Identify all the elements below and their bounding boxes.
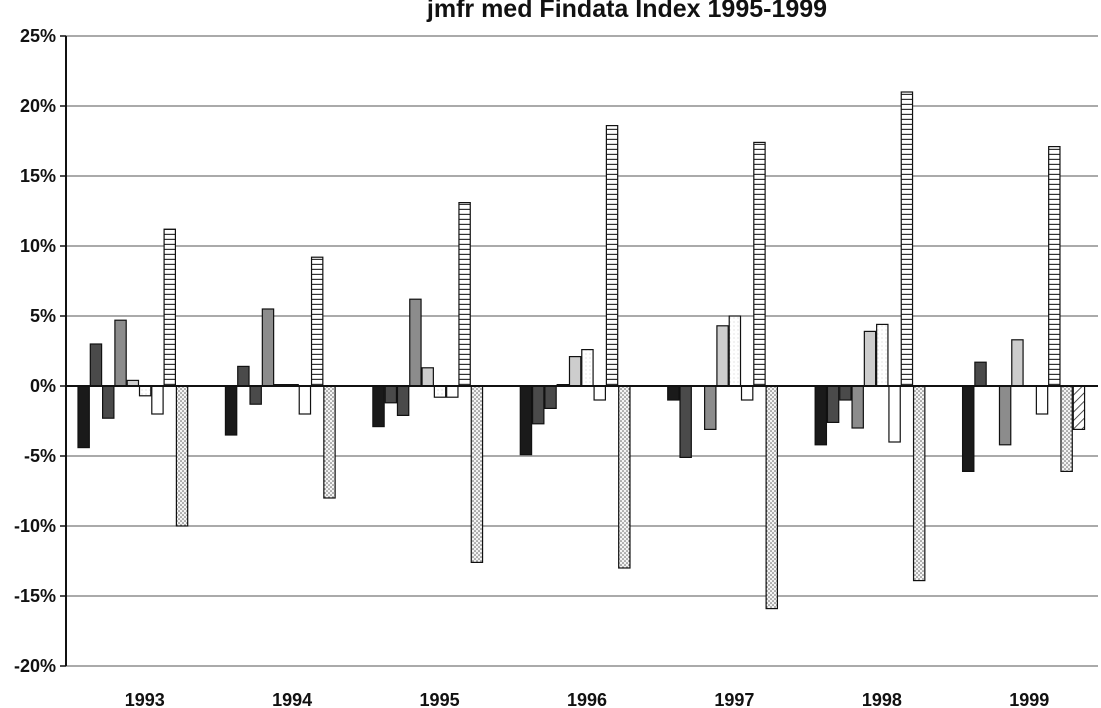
- bar-1996-3: [544, 385, 557, 409]
- bar-1999-5: [1011, 339, 1024, 387]
- y-tick-label: 10%: [20, 236, 56, 256]
- bar-1998-3: [839, 385, 852, 401]
- y-tick-label: 5%: [30, 306, 56, 326]
- bar-1996-8: [605, 124, 619, 387]
- bar-1996-1: [519, 385, 533, 456]
- bar-1996-7: [593, 385, 606, 401]
- y-tick-label: 25%: [20, 26, 56, 46]
- bar-1997-2: [679, 385, 692, 459]
- x-tick-label: 1995: [420, 690, 460, 708]
- y-tick-label: -20%: [14, 656, 56, 676]
- bar-1998-6: [876, 323, 889, 387]
- bar-1998-9: [912, 385, 926, 582]
- bar-1995-8: [458, 202, 471, 387]
- bar-1998-4: [851, 385, 864, 429]
- bar-1995-6: [433, 385, 447, 398]
- bar-1999-2: [974, 361, 987, 387]
- bar-1999-8: [1048, 146, 1061, 387]
- bar-1993-7: [151, 385, 164, 415]
- bar-1995-4: [409, 298, 422, 387]
- x-tick-label: 1993: [125, 690, 165, 708]
- bar-1998-1: [814, 385, 828, 446]
- x-tick-label: 1994: [272, 690, 312, 708]
- y-tick-label: -15%: [14, 586, 56, 606]
- bar-1999-1: [961, 385, 975, 473]
- bar-1993-1: [77, 385, 90, 449]
- bar-1994-1: [224, 385, 238, 436]
- bar-1995-9: [470, 385, 484, 563]
- bar-1996-2: [531, 385, 545, 425]
- bar-1994-2: [237, 365, 250, 387]
- bar-1995-5: [421, 367, 434, 387]
- bar-1995-2: [384, 385, 398, 404]
- y-tick-label: -10%: [14, 516, 56, 536]
- bar-1998-7: [888, 385, 901, 443]
- bar-1999-10: [1072, 385, 1086, 431]
- y-tick-label: 0%: [30, 376, 56, 396]
- bar-1998-5: [863, 330, 877, 387]
- bar-1994-8: [310, 256, 324, 387]
- bar-1993-4: [114, 319, 127, 387]
- bar-1996-5: [568, 356, 582, 387]
- bar-1994-3: [249, 385, 262, 405]
- y-tick-label: -5%: [24, 446, 56, 466]
- bar-1993-6: [138, 385, 152, 397]
- x-tick-label: 1998: [862, 690, 902, 708]
- bar-1998-8: [900, 91, 914, 387]
- bar-1996-9: [618, 385, 631, 569]
- bar-1995-3: [396, 385, 410, 416]
- bar-1997-8: [753, 141, 766, 387]
- x-tick-label: 1997: [714, 690, 754, 708]
- bar-1993-8: [163, 228, 177, 387]
- bar-1997-9: [765, 385, 779, 610]
- x-tick-label: 1999: [1009, 690, 1049, 708]
- bar-1997-4: [704, 385, 717, 431]
- bar-1994-9: [323, 385, 336, 499]
- bar-1997-7: [740, 385, 754, 401]
- x-tick-label: 1996: [567, 690, 607, 708]
- bar-1993-2: [89, 343, 103, 387]
- bar-1994-7: [298, 385, 312, 415]
- bar-1998-2: [826, 385, 840, 424]
- bar-1999-4: [998, 385, 1012, 446]
- tick-labels: -20% -15% -10% -5% 0% 5% 10% 15% 20% 25% 1993 1994 1…: [14, 26, 1049, 708]
- bar-1996-6: [581, 349, 594, 387]
- bar-1993-3: [101, 385, 115, 419]
- bar-1999-9: [1060, 385, 1073, 473]
- y-tick-label: 15%: [20, 166, 56, 186]
- chart-title: jmfr med Findata Index 1995-1999: [426, 0, 828, 23]
- bar-1995-7: [446, 385, 459, 398]
- bar-1997-6: [728, 315, 742, 387]
- bar-1995-1: [372, 385, 385, 428]
- bar-1994-4: [261, 308, 275, 387]
- bar-1999-7: [1035, 385, 1049, 415]
- bar-1997-1: [667, 385, 680, 401]
- y-tick-label: 20%: [20, 96, 56, 116]
- bars: [77, 91, 1086, 610]
- bar-1993-9: [175, 385, 189, 527]
- axes: [60, 35, 1098, 667]
- bar-1997-5: [716, 325, 729, 387]
